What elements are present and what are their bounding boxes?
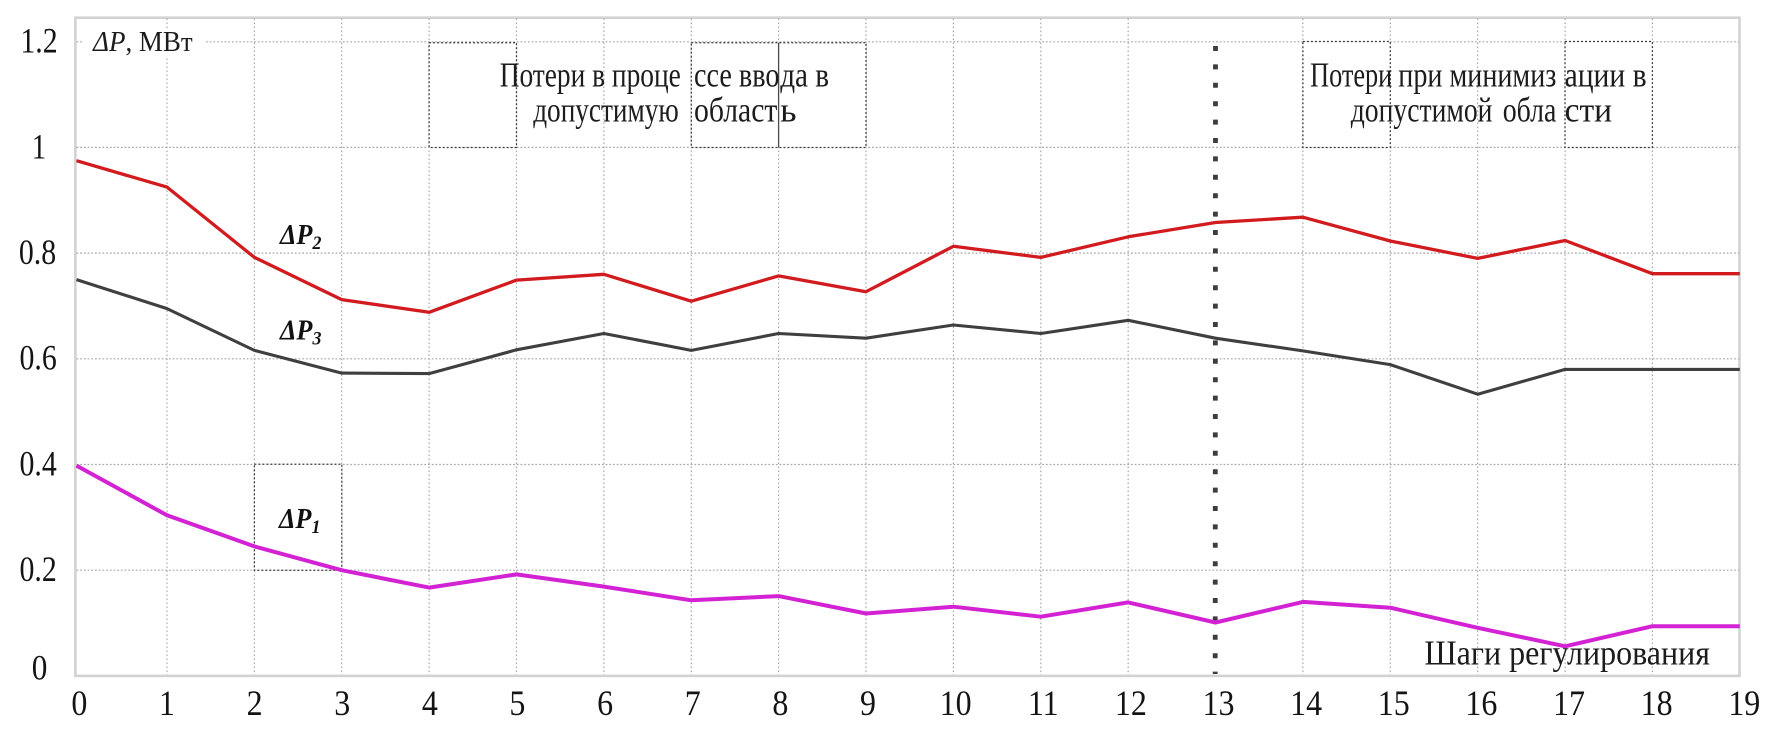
svg-text:1: 1 [159, 685, 175, 724]
svg-text:1.2: 1.2 [20, 22, 57, 61]
svg-text:8: 8 [772, 685, 788, 724]
svg-text:0: 0 [32, 649, 48, 688]
svg-text:10: 10 [940, 685, 972, 724]
svg-text:6: 6 [597, 685, 613, 724]
svg-text:да в: да в [780, 57, 829, 95]
svg-text:4: 4 [422, 685, 438, 724]
svg-text:15: 15 [1378, 685, 1410, 724]
svg-text:17: 17 [1553, 685, 1585, 724]
svg-text:Потери в проце: Потери в проце [500, 57, 681, 95]
svg-text:ΔP, МВт: ΔP, МВт [92, 26, 193, 58]
svg-text:0.6: 0.6 [19, 339, 56, 378]
svg-text:допустимую: допустимую [533, 92, 679, 130]
svg-text:при минимиз: при минимиз [1398, 57, 1556, 95]
svg-text:1: 1 [32, 126, 46, 166]
svg-text:13: 13 [1203, 685, 1235, 724]
svg-text:ации в: ации в [1565, 57, 1647, 95]
svg-text:7: 7 [685, 685, 701, 724]
svg-text:9: 9 [860, 685, 876, 724]
svg-text:Потери: Потери [1310, 57, 1392, 95]
svg-text:11: 11 [1028, 685, 1059, 724]
svg-text:5: 5 [509, 685, 525, 724]
svg-text:ь: ь [780, 92, 796, 130]
svg-text:16: 16 [1465, 685, 1497, 724]
svg-text:0.8: 0.8 [19, 234, 56, 273]
svg-text:ссе вво: ссе вво [694, 57, 779, 95]
svg-text:0.4: 0.4 [19, 445, 56, 484]
svg-text:18: 18 [1641, 685, 1673, 724]
svg-text:обла: обла [1503, 92, 1557, 130]
svg-text:сти: сти [1565, 92, 1613, 130]
svg-text:2: 2 [247, 685, 263, 724]
svg-text:14: 14 [1290, 685, 1322, 724]
svg-text:0: 0 [71, 685, 87, 724]
svg-text:12: 12 [1115, 685, 1147, 724]
svg-text:допустимой: допустимой [1351, 92, 1493, 130]
svg-text:0.2: 0.2 [19, 551, 56, 590]
svg-text:област: област [694, 92, 777, 130]
svg-text:19: 19 [1728, 685, 1760, 724]
svg-text:3: 3 [334, 685, 350, 724]
svg-text:Шаги регулирования: Шаги регулирования [1424, 635, 1710, 673]
